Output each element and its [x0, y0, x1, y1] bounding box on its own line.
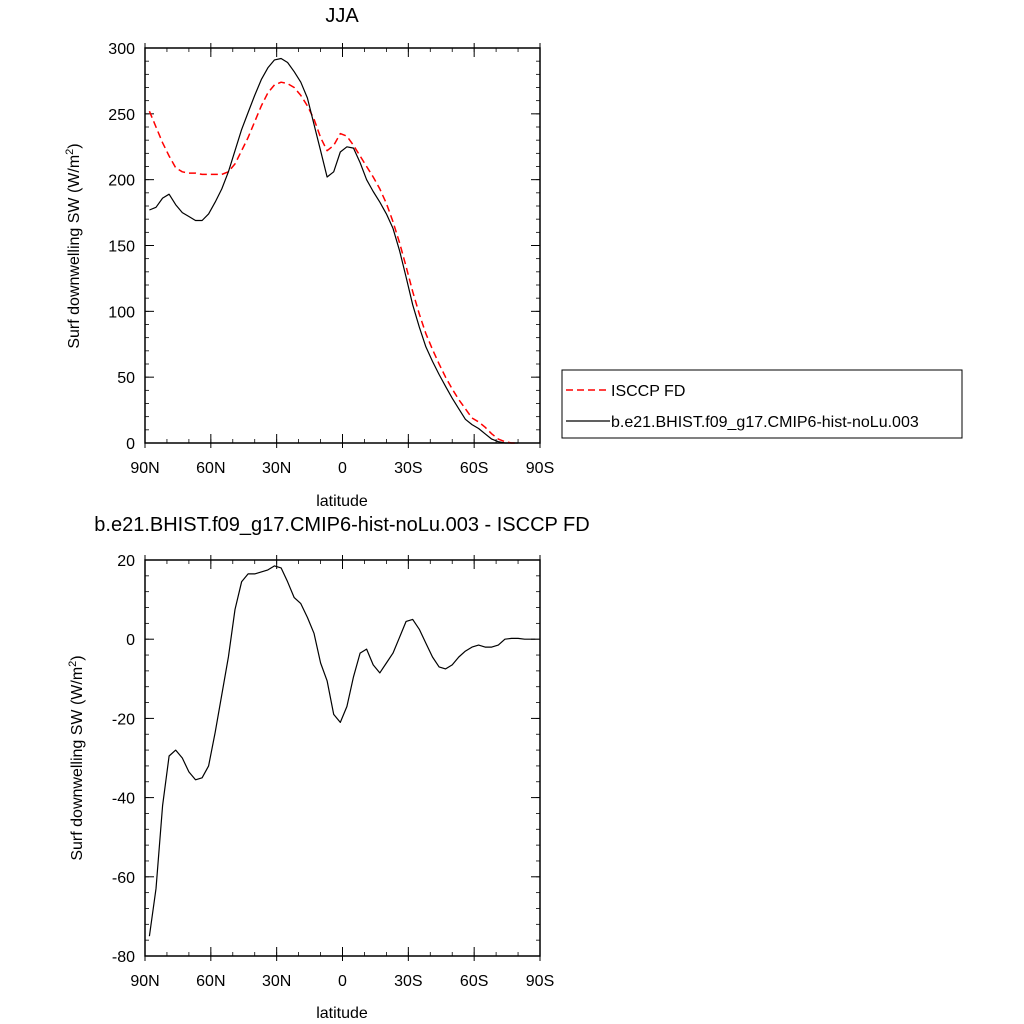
bottom-y-axis-title-sup: 2 [67, 661, 79, 667]
bottom-y-tick-label: -20 [112, 711, 135, 728]
legend-label-model: b.e21.BHIST.f09_g17.CMIP6-hist-noLu.003 [611, 414, 919, 431]
bottom-y-tick-label: -60 [112, 870, 135, 887]
bottom-chart-panel: b.e21.BHIST.f09_g17.CMIP6-hist-noLu.003 … [67, 514, 590, 1022]
bottom-x-tick-label: 90S [526, 973, 554, 990]
bottom-series-lines [148, 565, 536, 937]
bottom-y-tick-label: -40 [112, 791, 135, 808]
bottom-x-tick-label: 60S [460, 973, 488, 990]
top-series-line-model [149, 57, 519, 444]
bottom-x-tick-label: 30S [394, 973, 422, 990]
top-y-axis-title: Surf downwelling SW (W/m2) [64, 143, 83, 348]
bottom-chart-title: b.e21.BHIST.f09_g17.CMIP6-hist-noLu.003 … [94, 514, 589, 536]
top-x-tick-label: 30S [394, 460, 422, 477]
bottom-x-tick-label: 30N [262, 973, 291, 990]
top-y-tick-label: 50 [117, 370, 135, 387]
top-y-tick-label: 200 [108, 173, 135, 190]
top-y-tick-label: 250 [108, 107, 135, 124]
bottom-plot-frame [144, 559, 541, 957]
top-series-line-isccp [148, 81, 519, 444]
bottom-tick-marks [144, 555, 541, 961]
top-y-tick-label: 300 [108, 41, 135, 58]
top-y-axis-title-sup: 2 [64, 149, 76, 155]
top-series-lines [148, 57, 519, 444]
bottom-x-tick-label: 60N [196, 973, 225, 990]
top-tick-marks [144, 43, 541, 448]
legend-box [561, 369, 963, 439]
bottom-y-tick-label: 20 [117, 553, 135, 570]
top-y-axis-title-close: ) [66, 143, 83, 148]
bottom-y-axis-title-main: Surf downwelling SW (W/m [69, 667, 86, 861]
bottom-x-tick-label: 90N [130, 973, 159, 990]
top-y-tick-label: 150 [108, 239, 135, 256]
top-x-tick-labels: 90N 60N 30N 0 30S 60S 90S [130, 460, 554, 477]
bottom-x-axis-title: latitude [316, 1005, 368, 1022]
top-plot-frame [144, 47, 541, 444]
top-x-tick-label: 60N [196, 460, 225, 477]
top-chart-title: JJA [325, 5, 359, 27]
top-y-tick-label: 0 [126, 436, 135, 453]
bottom-y-tick-label: -80 [112, 949, 135, 966]
bottom-y-axis-title: Surf downwelling SW (W/m2) [67, 655, 86, 860]
bottom-series-line-model [148, 565, 536, 937]
top-y-axis-title-main: Surf downwelling SW (W/m [66, 155, 83, 349]
bottom-y-tick-labels: 20 0 -20 -40 -60 -80 [112, 553, 135, 966]
bottom-y-tick-label: 0 [126, 632, 135, 649]
bottom-x-tick-labels: 90N 60N 30N 0 30S 60S 90S [130, 973, 554, 990]
legend: ISCCP FD b.e21.BHIST.f09_g17.CMIP6-hist-… [561, 369, 963, 439]
top-x-tick-label: 30N [262, 460, 291, 477]
top-y-tick-labels: 0 50 100 150 200 250 300 [108, 41, 135, 453]
top-x-tick-label: 90S [526, 460, 554, 477]
top-x-tick-label: 60S [460, 460, 488, 477]
bottom-y-axis-title-close: ) [69, 655, 86, 660]
top-y-tick-label: 100 [108, 304, 135, 321]
top-x-axis-title: latitude [316, 493, 368, 510]
top-x-tick-label: 90N [130, 460, 159, 477]
bottom-x-tick-label: 0 [338, 973, 347, 990]
legend-label-isccp: ISCCP FD [611, 383, 685, 400]
top-x-tick-label: 0 [338, 460, 347, 477]
